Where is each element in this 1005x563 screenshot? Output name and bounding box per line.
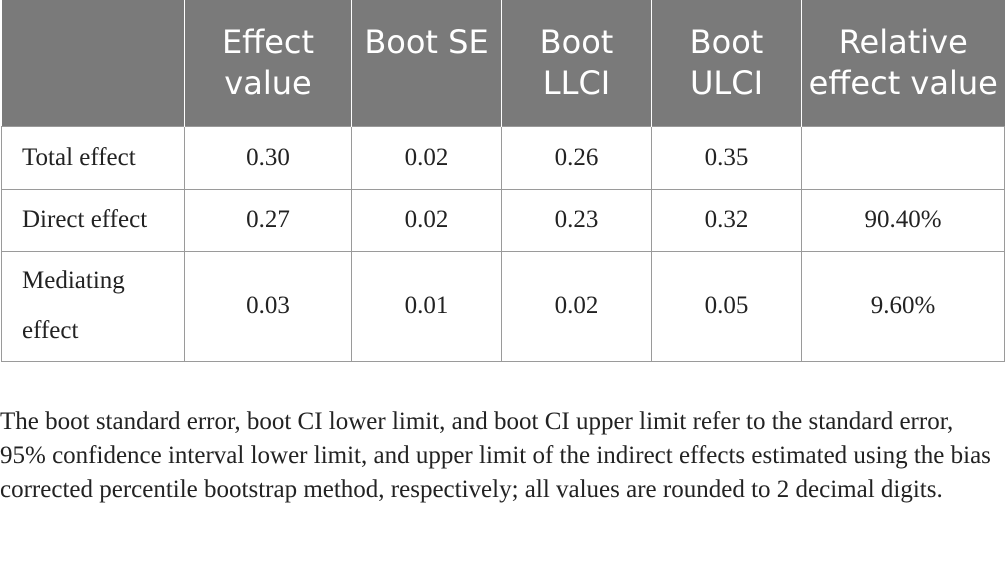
table-cell: 0.30: [184, 125, 352, 190]
table-cell: 9.60%: [801, 250, 1005, 362]
header-cell-blank: [1, 0, 185, 126]
table-row: Direct effect 0.27 0.02 0.23 0.32 90.40%: [1, 188, 1005, 252]
table-header-row: Effect value Boot SE Boot LLCI Boot ULCI…: [1, 0, 1005, 126]
row-label: Mediating effect: [1, 250, 185, 362]
row-label: Direct effect: [1, 188, 185, 252]
header-cell-boot-ulci: Boot ULCI: [651, 0, 802, 126]
table-cell: 0.23: [501, 188, 652, 252]
table-cell: 0.32: [651, 188, 802, 252]
table-cell: 0.27: [184, 188, 352, 252]
header-cell-relative-effect-value: Relative effect value: [801, 0, 1005, 126]
table-row: Mediating effect 0.03 0.01 0.02 0.05 9.6…: [1, 250, 1005, 362]
table-cell: 0.35: [651, 125, 802, 190]
table-row: Total effect 0.30 0.02 0.26 0.35: [1, 125, 1005, 190]
table-footnote: The boot standard error, boot CI lower l…: [0, 408, 991, 503]
header-cell-boot-se: Boot SE: [351, 0, 502, 126]
header-cell-boot-llci: Boot LLCI: [501, 0, 652, 126]
table-cell: 0.02: [351, 125, 502, 190]
table-cell: [801, 125, 1005, 190]
table-cell: 90.40%: [801, 188, 1005, 252]
effects-table: Effect value Boot SE Boot LLCI Boot ULCI…: [1, 0, 1005, 362]
table-cell: 0.26: [501, 125, 652, 190]
table-cell: 0.01: [351, 250, 502, 362]
table-cell: 0.02: [351, 188, 502, 252]
table-cell: 0.05: [651, 250, 802, 362]
effects-table-container: Effect value Boot SE Boot LLCI Boot ULCI…: [1, 0, 1005, 362]
table-cell: 0.03: [184, 250, 352, 362]
header-cell-effect-value: Effect value: [184, 0, 352, 126]
row-label: Total effect: [1, 125, 185, 190]
table-cell: 0.02: [501, 250, 652, 362]
